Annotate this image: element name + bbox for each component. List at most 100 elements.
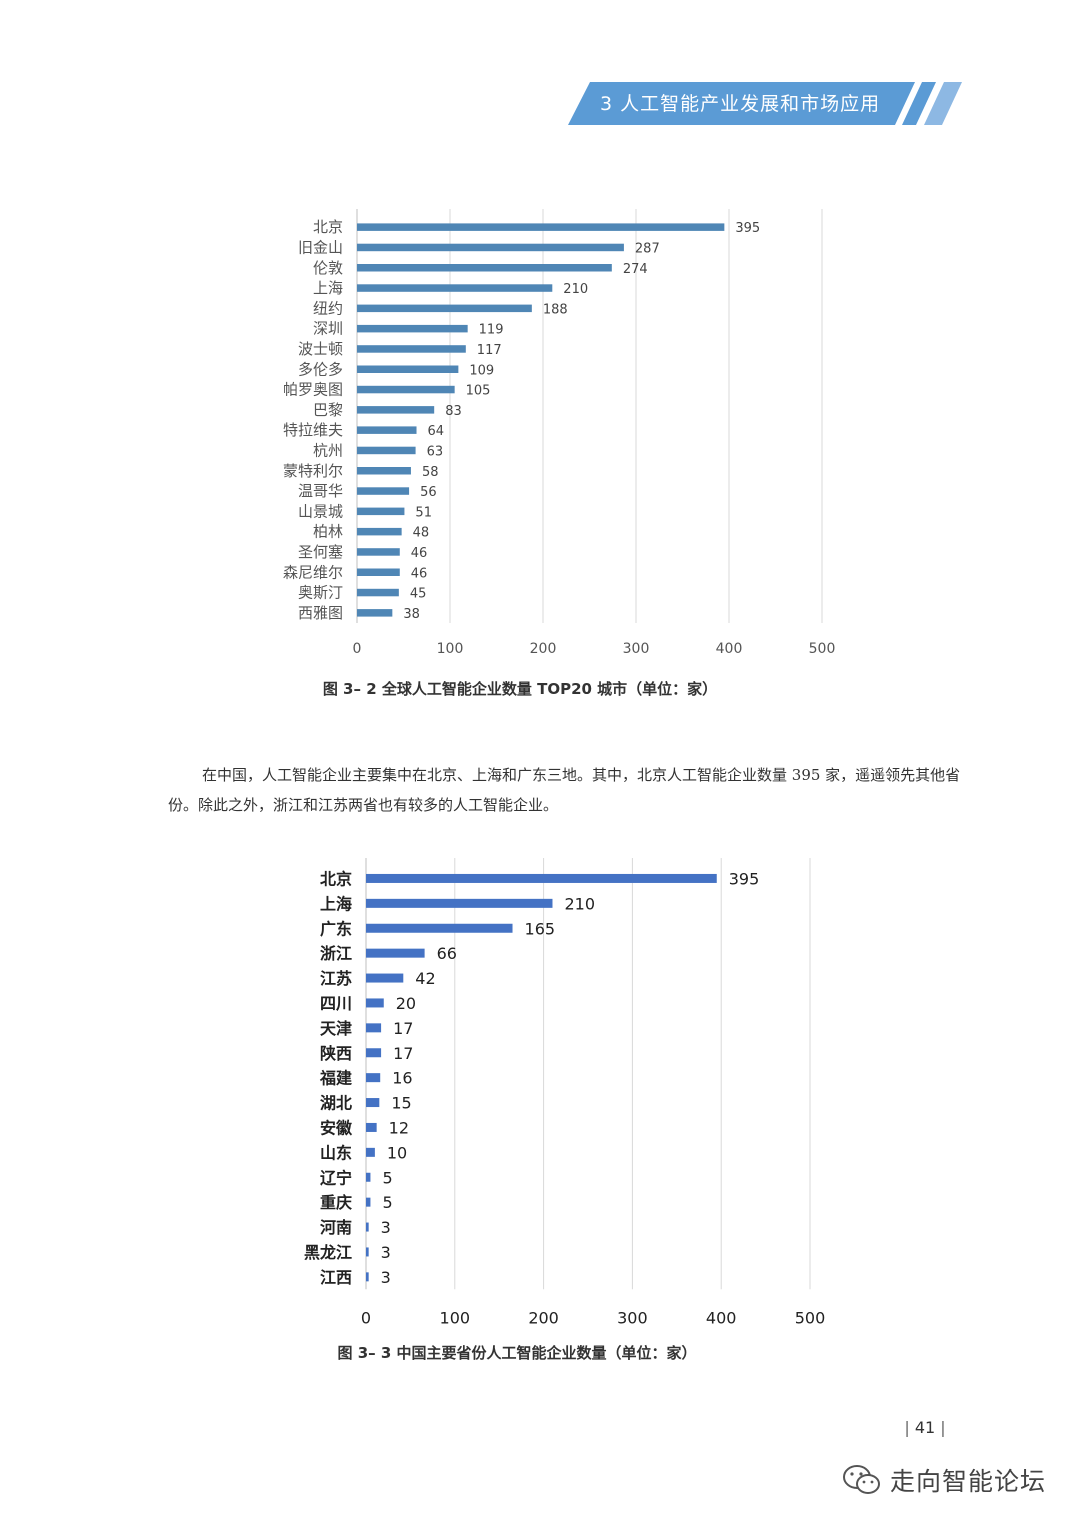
chart1-value-label: 395 <box>735 221 760 236</box>
chart1-tick-label: 300 <box>623 641 650 657</box>
chart1-category-label: 纽约 <box>313 299 343 317</box>
chart1-bar <box>357 385 455 394</box>
chart2-value-label: 20 <box>396 994 416 1013</box>
watermark-text: 走向智能论坛 <box>890 1467 1047 1496</box>
chart1-bar <box>357 467 411 475</box>
chart1-bar <box>357 609 393 617</box>
chart2-category-label: 浙江 <box>320 944 352 963</box>
chart2-tick-label: 100 <box>440 1308 471 1327</box>
chart2-category-label: 湖北 <box>320 1094 352 1113</box>
chart1-value-label: 45 <box>410 587 427 602</box>
chart2-value-label: 165 <box>525 919 556 938</box>
page-number-left-bar: | <box>904 1418 910 1437</box>
body-paragraph: 在中国，人工智能企业主要集中在北京、上海和广东三地。其中，北京人工智能企业数量 … <box>168 760 978 820</box>
figure1-caption: 图 3– 2 全球人工智能企业数量 TOP20 城市（单位：家） <box>322 680 718 698</box>
chart2-category-label: 安徽 <box>320 1118 353 1137</box>
chart2-bar <box>366 973 404 983</box>
chart2-value-label: 17 <box>393 1044 413 1063</box>
chart1-value-label: 51 <box>415 505 432 520</box>
chart1-bar <box>357 243 624 252</box>
header-stripe-2 <box>924 82 962 125</box>
chart2-category-label: 山东 <box>320 1143 352 1162</box>
chart1-category-label: 圣何塞 <box>298 543 343 561</box>
chart1-value-label: 58 <box>422 465 439 480</box>
chart2-value-label: 16 <box>392 1069 412 1088</box>
chart1-value-label: 117 <box>477 343 502 358</box>
chart1-category-label: 特拉维夫 <box>283 421 343 439</box>
chart1-category-label: 波士顿 <box>298 340 343 358</box>
chart2-value-label: 3 <box>381 1268 391 1287</box>
chart1-category-label: 北京 <box>313 218 343 236</box>
chart1-category-label: 森尼维尔 <box>283 563 343 581</box>
figure2-caption: 图 3– 3 中国主要省份人工智能企业数量（单位：家） <box>337 1344 697 1362</box>
chart1-bar <box>357 284 553 292</box>
chart2-category-label: 江苏 <box>320 969 352 988</box>
chart1-bar <box>357 324 468 333</box>
chart1-category-label: 旧金山 <box>298 238 343 256</box>
chart2-category-label: 广东 <box>320 919 352 938</box>
chart2-tick-label: 200 <box>528 1308 559 1327</box>
chart2-value-label: 395 <box>729 869 760 888</box>
chart1-bar <box>357 588 399 597</box>
chart2-bar <box>366 1147 375 1157</box>
chart2-bar <box>366 1023 382 1033</box>
chart1-value-label: 109 <box>469 363 494 378</box>
chart1-bar <box>357 446 416 455</box>
chart2-value-label: 10 <box>387 1143 407 1162</box>
chart1-bar <box>357 568 400 576</box>
header-stripe-1 <box>902 82 936 125</box>
chart1-category-label: 西雅图 <box>298 604 343 622</box>
chart2-category-label: 福建 <box>319 1069 352 1088</box>
chart2-value-label: 66 <box>437 944 457 963</box>
header-title: 3 人工智能产业发展和市场应用 <box>600 93 881 115</box>
chart2-category-label: 北京 <box>320 869 352 888</box>
chart2-bar <box>366 873 717 883</box>
chart1-category-label: 温哥华 <box>298 482 343 500</box>
chart2-value-label: 210 <box>564 894 595 913</box>
chart1-bar <box>357 345 466 353</box>
chart1-bar <box>357 365 459 373</box>
chart2-category-label: 重庆 <box>320 1193 352 1212</box>
header-banner-shape <box>568 82 915 125</box>
chart1-bar <box>357 264 612 272</box>
chart1-category-label: 深圳 <box>313 320 343 338</box>
chart2-tick-label: 300 <box>617 1308 648 1327</box>
chart2-bar <box>366 923 513 933</box>
wechat-icon <box>843 1465 880 1494</box>
chart1-value-label: 188 <box>543 302 568 317</box>
chart-china-provinces: 北京 395 上海 210 广东 165 浙江 66 江苏 42 四川 20 天津 17 陕西 17 福建 16 湖… <box>304 858 825 1327</box>
chart1-value-label: 119 <box>479 323 504 338</box>
chart1-value-label: 287 <box>635 241 660 256</box>
chart1-category-label: 蒙特利尔 <box>283 462 343 480</box>
chart1-category-label: 巴黎 <box>313 401 343 419</box>
chart2-category-label: 辽宁 <box>320 1168 352 1187</box>
chart2-value-label: 5 <box>382 1168 392 1187</box>
chart2-bar <box>366 1272 369 1282</box>
chart2-value-label: 15 <box>391 1094 411 1113</box>
chart2-value-label: 3 <box>381 1243 391 1262</box>
chart2-bar <box>366 1048 382 1058</box>
chart1-bar <box>357 527 402 536</box>
chart1-bar <box>357 304 532 313</box>
chart1-category-label: 柏林 <box>313 523 343 541</box>
chart1-category-label: 上海 <box>313 279 343 297</box>
chart1-category-label: 帕罗奥图 <box>283 381 343 399</box>
chart2-bar <box>366 998 384 1008</box>
chart2-bar <box>366 1222 369 1232</box>
chart2-value-label: 12 <box>389 1118 409 1137</box>
chart2-bar <box>366 1122 377 1132</box>
chart2-bar <box>366 1172 371 1182</box>
chart2-bar <box>366 898 553 908</box>
chart1-category-label: 多伦多 <box>298 360 343 378</box>
chart2-bar <box>366 1197 371 1207</box>
chart-global-top20-cities: 北京 395 旧金山 287 伦敦 274 上海 210 纽约 188 深圳 119 波士顿 117 多伦多… <box>283 209 835 657</box>
chart2-category-label: 河南 <box>320 1218 352 1237</box>
chart1-value-label: 46 <box>411 566 428 581</box>
chart1-value-label: 38 <box>403 607 420 622</box>
chart2-value-label: 3 <box>381 1218 391 1237</box>
watermark: 走向智能论坛 <box>842 1460 1046 1500</box>
chart2-bar <box>366 948 425 958</box>
chart1-bar <box>357 406 435 414</box>
chart1-value-label: 83 <box>445 404 462 419</box>
chart1-value-label: 105 <box>466 384 491 399</box>
